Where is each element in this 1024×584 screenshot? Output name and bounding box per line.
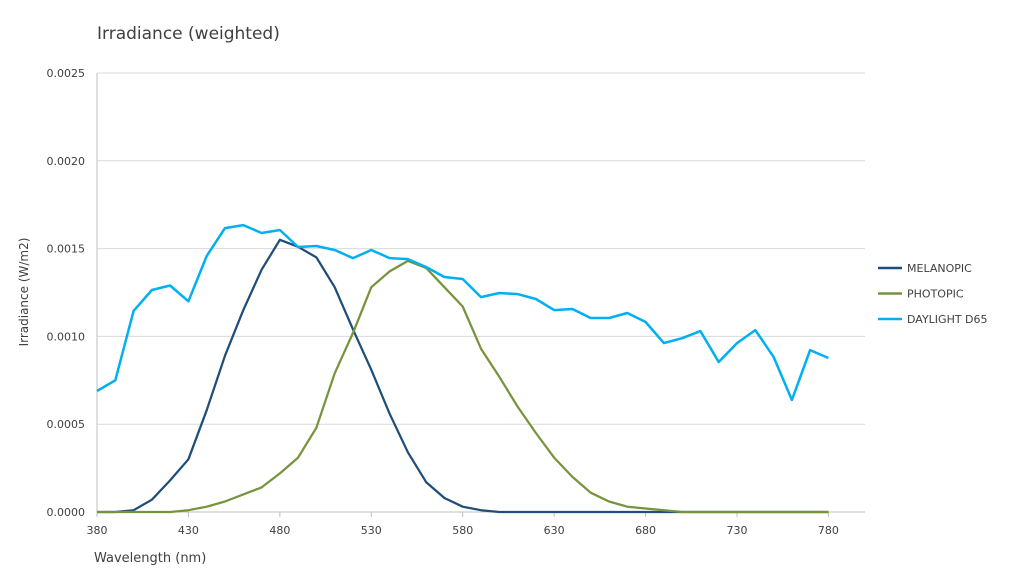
x-tick-label: 480 [269, 524, 290, 537]
legend-label: MELANOPIC [907, 262, 972, 275]
y-tick-label: 0.0005 [47, 418, 86, 431]
legend-label: DAYLIGHT D65 [907, 313, 988, 326]
x-tick-label: 380 [87, 524, 108, 537]
y-axis-label: Irradiance (W/m2) [17, 238, 31, 347]
y-tick-label: 0.0000 [47, 506, 86, 519]
legend-label: PHOTOPIC [907, 288, 964, 301]
y-tick-label: 0.0025 [47, 67, 86, 80]
x-tick-label: 530 [361, 524, 382, 537]
x-tick-label: 630 [544, 524, 565, 537]
series-line-daylight-d65 [96, 223, 829, 402]
y-tick-label: 0.0020 [47, 155, 86, 168]
x-tick-label: 680 [635, 524, 656, 537]
y-tick-label: 0.0010 [47, 330, 86, 343]
x-axis-label: Wavelength (nm) [94, 551, 206, 566]
series-line-photopic [97, 259, 829, 514]
x-tick-label: 580 [452, 524, 473, 537]
y-tick-label: 0.0015 [47, 243, 86, 256]
x-tick-label: 430 [178, 524, 199, 537]
x-tick-label: 730 [727, 524, 748, 537]
x-tick-label: 780 [818, 524, 839, 537]
chart-title: Irradiance (weighted) [97, 24, 280, 44]
